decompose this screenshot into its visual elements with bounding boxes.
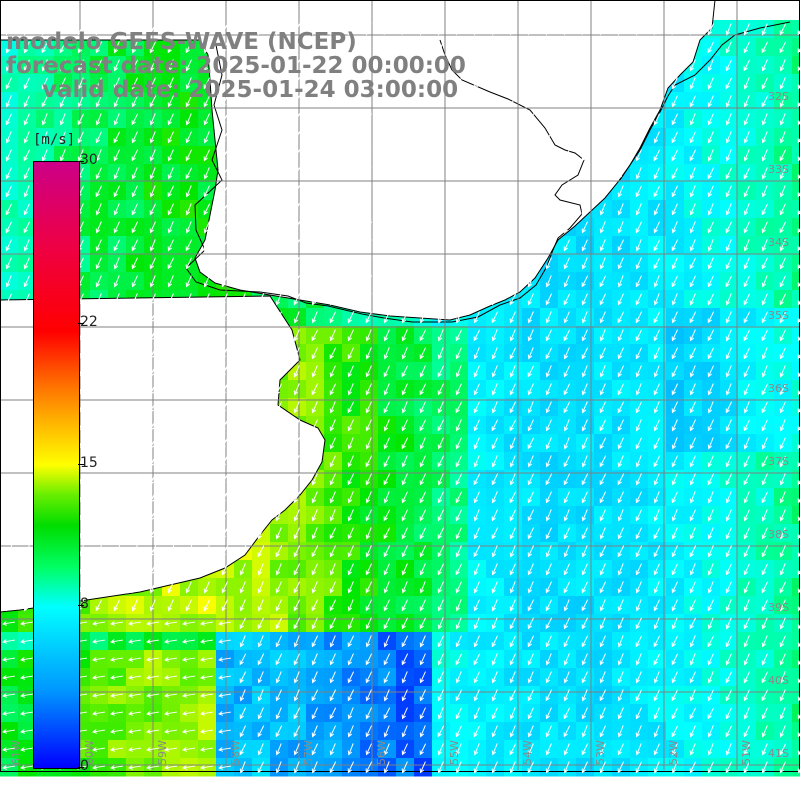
wind-speed-cell [792,380,800,399]
colorbar-tick-mark [78,464,84,465]
latitude-label: 36S [768,382,789,395]
title-model: modelo GEFS-WAVE (NCEP) [6,29,357,55]
latitude-label: 33S [768,163,789,176]
wind-speed-cell [792,722,800,741]
wind-speed-cell [792,758,800,777]
wind-speed-cell [792,452,800,471]
wind-speed-cell [792,146,800,165]
wind-speed-cell [792,524,800,543]
longitude-label: 58W [229,740,242,765]
colorbar [33,161,80,769]
wind-speed-cell [792,362,800,381]
latitude-label: 39S [768,601,789,614]
longitude-label: 54W [521,740,534,765]
longitude-label: 53W [594,740,607,765]
wind-speed-cell [792,56,800,75]
wind-speed-cell [792,506,800,525]
wind-speed-cell [792,182,800,201]
longitude-label: 55W [448,740,461,765]
wind-speed-cell [792,740,800,759]
wind-speed-cell [792,650,800,669]
wind-speed-cell [792,470,800,489]
colorbar-unit: [m/s] [33,132,76,148]
longitude-label: 52W [667,740,680,765]
wind-speed-cell [792,344,800,363]
longitude-label: 51W [740,740,753,765]
latitude-label: 37S [768,455,789,468]
wind-speed-cell [792,542,800,561]
wind-speed-cell [792,668,800,687]
longitude-label: 59W [156,740,169,765]
wind-speed-cell [792,704,800,723]
wind-speed-cell [792,92,800,111]
colorbar-tick-label: 30 [80,152,98,168]
wind-speed-cell [792,128,800,147]
latitude-label: 41S [768,747,789,760]
latitude-label: 32S [768,90,789,103]
wind-speed-cell [792,272,800,291]
colorbar-tick-mark [78,322,84,324]
wind-speed-cell [792,632,800,651]
wind-speed-cell [792,164,800,183]
wind-speed-cell [792,614,800,633]
wind-speed-cell [792,326,800,345]
wind-speed-cell [792,686,800,705]
longitude-label: 57W [302,740,315,765]
wind-speed-cell [792,20,800,39]
colorbar-tick-label: 22 [80,313,98,330]
longitude-label: 56W [375,740,388,765]
wind-speed-cell [792,236,800,255]
wind-speed-cell [792,596,800,615]
wind-speed-cell [792,74,800,93]
latitude-label: 40S [768,674,789,687]
longitude-label: 61W [10,740,23,765]
wind-speed-cell [792,488,800,507]
wind-speed-cell [792,38,800,57]
wind-speed-cell [792,434,800,453]
title-valid-date: valid date: 2025-01-24 03:00:00 [42,77,459,103]
wind-speed-cell [792,308,800,327]
wind-speed-cell [792,578,800,597]
colorbar-tick-mark [78,605,84,607]
wind-speed-cell [792,110,800,129]
colorbar-tick-mark [78,767,84,768]
wind-speed-cell [792,254,800,273]
wind-speed-cell [792,560,800,579]
wind-speed-cell [792,218,800,237]
wind-speed-cell [792,200,800,219]
colorbar-tick-label: 15 [80,455,98,471]
map-title: modelo GEFS-WAVE (NCEP) forecast date: 2… [6,30,466,102]
wind-speed-cell [792,290,800,309]
latitude-label: 35S [768,309,789,322]
latitude-label: 34S [768,236,789,249]
title-forecast-date: forecast date: 2025-01-22 00:00:00 [6,53,466,79]
colorbar-tick-label: 8 [80,596,89,613]
wind-speed-cell [792,398,800,417]
latitude-label: 38S [768,528,789,541]
colorbar-tick-label: 0 [80,758,89,774]
wind-speed-cell [792,416,800,435]
colorbar-tick-mark [78,161,84,162]
